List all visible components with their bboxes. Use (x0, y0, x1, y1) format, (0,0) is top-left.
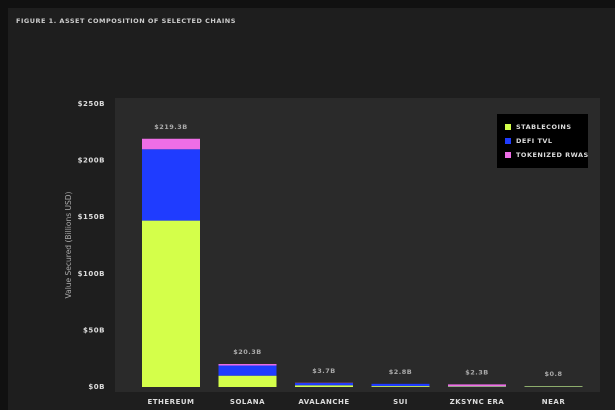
y-tick-label: $250B (78, 100, 105, 108)
y-tick-label: $150B (78, 213, 105, 221)
y-tick-label: $50B (83, 326, 105, 334)
legend-label: STABLECOINS (516, 123, 572, 131)
bar-segment (448, 384, 506, 387)
bar-segment (371, 383, 430, 387)
bar-segment (218, 365, 277, 376)
total-label: $0.8 (544, 370, 562, 378)
y-tick-label: $0B (88, 383, 105, 391)
x-tick-label: SUI (393, 398, 408, 406)
total-label: $2.3B (465, 368, 489, 376)
total-label: $20.3B (233, 348, 262, 356)
x-tick-label: AVALANCHE (298, 398, 349, 406)
bar-segment (295, 385, 353, 387)
legend-swatch (505, 124, 511, 130)
x-tick-label: NEAR (542, 398, 566, 406)
bar-segment (142, 149, 200, 221)
bar-segment (295, 383, 353, 386)
bar-segment (218, 375, 277, 387)
legend-swatch (505, 138, 511, 144)
y-tick-label: $200B (78, 157, 105, 165)
bar-segment (371, 386, 430, 387)
x-tick-label: SOLANA (230, 398, 265, 406)
total-label: $219.3B (154, 123, 188, 131)
legend-swatch (505, 152, 511, 158)
legend-label: DEFI TVL (516, 137, 553, 145)
bar-segment (218, 364, 277, 366)
x-tick-label: ZKSYNC ERA (450, 398, 505, 406)
bar-segment (524, 386, 583, 387)
y-axis-label: Value Secured (Billions USD) (64, 191, 73, 298)
legend-label: TOKENIZED RWAS (516, 151, 589, 159)
total-label: $2.8B (389, 368, 413, 376)
chart-title: FIGURE 1. ASSET COMPOSITION OF SELECTED … (16, 17, 236, 25)
bar-segment (142, 220, 200, 387)
bar-segment (448, 386, 506, 387)
legend-box (497, 114, 588, 168)
total-label: $3.7B (312, 367, 336, 375)
x-tick-label: ETHEREUM (147, 398, 194, 406)
y-tick-label: $100B (78, 270, 105, 278)
bar-segment (142, 138, 200, 150)
